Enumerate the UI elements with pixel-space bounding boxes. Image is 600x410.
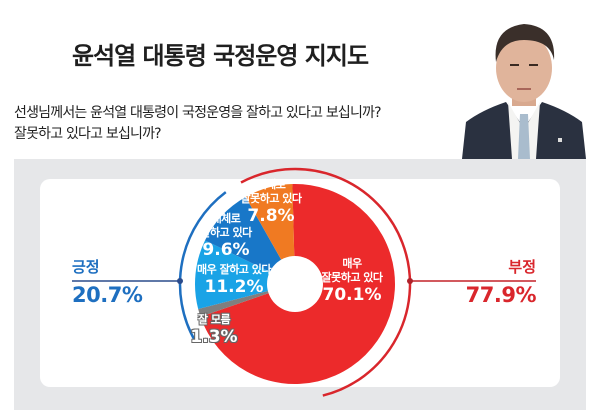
question-line-2: 잘못하고 있다고 보십니까? [14, 126, 162, 142]
negative-arc [240, 167, 412, 397]
survey-question: 선생님께서는 윤석열 대통령이 국정운영을 잘하고 있다고 보십니까? 잘못하고… [14, 103, 382, 145]
positive-summary: 긍정 [72, 256, 100, 277]
slice-percent: 7.8% [247, 206, 295, 226]
slice-percent: 70.1% [322, 285, 382, 305]
slice-name: 매우 잘하고 있다 [197, 263, 272, 276]
slice-percent: 1.3% [190, 327, 238, 347]
pie-slice [195, 240, 295, 309]
slice-name: 매우 [342, 257, 362, 270]
negative-label: 부정 [508, 258, 536, 276]
portrait-photo [462, 10, 586, 159]
slice-name: 잘못하고 있다 [240, 192, 302, 205]
slice-name: 대체로 [211, 212, 241, 225]
positive-summary-value: 20.7% [72, 283, 143, 307]
slice-label-fairly-good: 대체로 잘하고 있다 9.6% [200, 212, 252, 260]
positive-label: 긍정 [72, 258, 100, 276]
negative-summary: 부정 [508, 256, 536, 277]
negative-summary-value: 77.9% [465, 283, 537, 307]
question-line-1: 선생님께서는 윤석열 대통령이 국정운영을 잘하고 있다고 보십니까? [14, 105, 382, 121]
slice-percent: 11.2% [204, 277, 264, 297]
slice-label-very-bad: 매우 잘못하고 있다 70.1% [321, 257, 383, 305]
negative-connector-dot [407, 278, 413, 284]
slice-label-unknown: 잘 모름 1.3% [190, 313, 237, 347]
slice-percent: 9.6% [202, 240, 250, 260]
positive-arc [178, 191, 227, 343]
pie-slice [205, 197, 295, 284]
slice-name: 잘하고 있다 [200, 226, 252, 239]
page-title: 윤석열 대통령 국정운영 지지도 [71, 42, 369, 70]
slice-name: 대체로 [256, 178, 286, 191]
slice-name: 잘못하고 있다 [321, 271, 383, 284]
slice-name: 잘 모름 [197, 313, 231, 326]
slice-label-fairly-bad: 대체로 잘못하고 있다 7.8% [240, 178, 302, 226]
negative-value: 77.9% [465, 283, 537, 307]
donut-hole [267, 256, 323, 312]
positive-value: 20.7% [72, 283, 143, 307]
slice-label-very-good: 매우 잘하고 있다 11.2% [197, 263, 272, 297]
positive-connector-dot [177, 278, 183, 284]
